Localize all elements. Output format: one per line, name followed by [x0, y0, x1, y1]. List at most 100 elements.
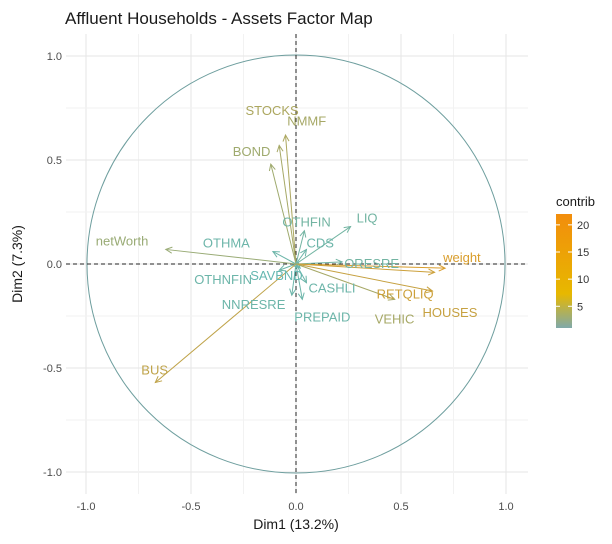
variable-label-cds: CDS — [307, 235, 335, 250]
arrow-head — [289, 288, 297, 297]
arrow-head — [276, 144, 284, 153]
x-tick-label: 0.5 — [393, 501, 408, 513]
arrow-shaft — [165, 248, 297, 265]
arrow-shaft — [295, 263, 435, 273]
legend-tick-label: 15 — [577, 247, 589, 259]
arrow-head — [300, 248, 308, 257]
arrow-nnresre — [289, 263, 297, 297]
arrow-head — [278, 264, 287, 272]
variable-label-othma: OTHMA — [203, 236, 250, 251]
x-axis-ticks: -1.0 -0.5 0.0 0.5 1.0 — [77, 501, 514, 513]
variable-label-prepaid: PREPAID — [294, 309, 350, 324]
variable-label-stocks: STOCKS — [246, 103, 300, 118]
variable-label-nmmf: NMMF — [287, 113, 326, 128]
arrow-head — [154, 375, 163, 384]
grid — [66, 34, 528, 494]
arrow-head — [271, 250, 280, 258]
arrow-shaft — [295, 261, 343, 265]
variable-label-bus: BUS — [141, 363, 168, 378]
y-tick-label: 1.0 — [47, 51, 62, 63]
arrow-vehic — [295, 263, 396, 301]
arrow-stocks — [282, 133, 297, 265]
legend-ticks: 5 10 15 20 — [556, 220, 589, 313]
arrow-shaft — [279, 263, 297, 271]
arrow-shaft — [295, 230, 305, 265]
legend-title: contrib — [556, 194, 595, 209]
arrow-othma — [271, 250, 297, 265]
arrow-shaft — [295, 263, 446, 269]
arrow-shaft — [272, 251, 297, 265]
arrow-shaft — [154, 263, 297, 383]
legend: contrib 5 10 15 20 — [556, 194, 595, 328]
arrow-head — [343, 225, 352, 233]
y-axis-ticks: -1.0 -0.5 0.0 0.5 1.0 — [43, 51, 62, 479]
arrow-othnfin — [278, 263, 297, 272]
variable-label-vehic: VEHIC — [375, 311, 415, 326]
chart-title: Affluent Households - Assets Factor Map — [65, 9, 373, 28]
x-tick-label: -0.5 — [182, 501, 201, 513]
arrow-head — [299, 229, 307, 238]
variable-label-othfin: OTHFIN — [282, 215, 330, 230]
arrow-head — [300, 275, 308, 284]
variable-label-savbnd: SAVBND — [250, 268, 303, 283]
variable-label-othnfin: OTHNFIN — [194, 272, 252, 287]
arrow-liq — [295, 225, 352, 265]
legend-tick-label: 20 — [577, 220, 589, 232]
arrow-prepaid — [295, 263, 305, 301]
arrow-oresre — [295, 258, 344, 266]
x-tick-label: 1.0 — [498, 501, 513, 513]
variable-label-nnresre: NNRESRE — [222, 297, 286, 312]
variable-label-oresre: ORESRE — [344, 256, 399, 271]
y-tick-label: -0.5 — [43, 363, 62, 375]
arrow-shaft — [278, 145, 297, 265]
arrow-cashli — [295, 263, 308, 284]
x-tick-label: -1.0 — [77, 501, 96, 513]
variable-label-cashli: CASHLI — [309, 281, 356, 296]
arrow-head — [282, 133, 290, 142]
legend-tick-label: 5 — [577, 301, 583, 313]
y-tick-label: 0.5 — [47, 155, 62, 167]
arrow-head — [438, 264, 447, 272]
variable-label-bond: BOND — [233, 144, 271, 159]
legend-colorbar — [556, 214, 572, 328]
arrow-shaft — [295, 249, 307, 265]
arrow-shaft — [295, 226, 351, 265]
arrow-head — [427, 268, 436, 276]
variable-label-networth: netWorth — [96, 233, 149, 248]
arrow-shaft — [285, 134, 297, 265]
variable-label-weight: weight — [442, 250, 481, 265]
arrow-shaft — [295, 263, 307, 283]
arrow-networth — [164, 246, 297, 265]
arrow-bus — [154, 263, 297, 384]
arrow-head — [425, 286, 434, 294]
arrow-nmmf — [276, 144, 297, 265]
y-tick-label: -1.0 — [43, 467, 62, 479]
variable-label-liq: LIQ — [357, 211, 378, 226]
x-tick-label: 0.0 — [288, 501, 303, 513]
arrow-weight — [295, 263, 447, 272]
y-axis-label: Dim2 (7.3%) — [9, 225, 25, 303]
x-axis-label: Dim1 (13.2%) — [253, 516, 339, 532]
arrow-houses — [295, 263, 434, 294]
legend-tick-label: 10 — [577, 274, 589, 286]
arrow-shaft — [295, 263, 395, 300]
arrow-head — [387, 294, 396, 301]
arrow-shaft — [295, 263, 303, 300]
variable-label-houses: HOUSES — [423, 305, 478, 320]
arrow-othfin — [295, 229, 307, 265]
variable-label-retqliq: RETQLIQ — [377, 286, 434, 301]
arrow-cds — [295, 248, 308, 265]
arrow-head — [297, 292, 305, 301]
arrow-head — [164, 246, 173, 254]
arrow-shaft — [295, 263, 433, 292]
variable-arrows — [154, 133, 447, 384]
arrow-bond — [268, 163, 297, 265]
arrow-retqliq — [295, 263, 436, 276]
arrow-head — [335, 258, 344, 266]
arrow-shaft — [291, 263, 297, 296]
arrow-shaft — [270, 164, 297, 265]
arrow-head — [268, 163, 276, 172]
